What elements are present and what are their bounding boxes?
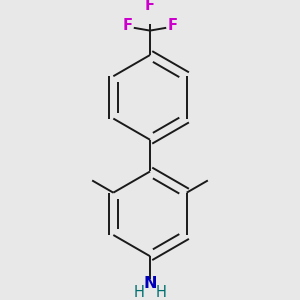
Text: H: H bbox=[134, 284, 145, 299]
Text: N: N bbox=[143, 276, 157, 291]
Text: F: F bbox=[168, 18, 178, 33]
Text: F: F bbox=[122, 18, 132, 33]
Text: F: F bbox=[145, 0, 155, 13]
Text: H: H bbox=[155, 284, 166, 299]
